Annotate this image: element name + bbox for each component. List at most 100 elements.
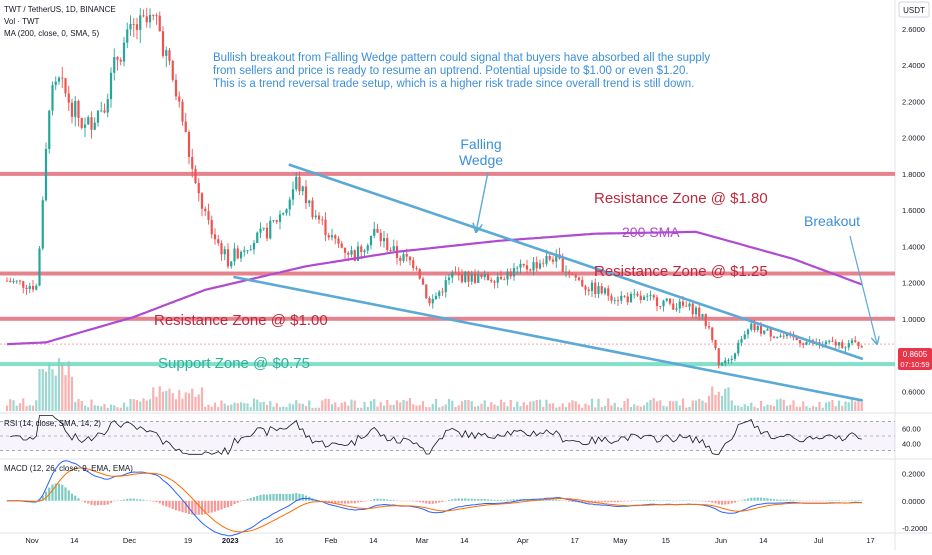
volume-bar: [106, 407, 109, 411]
candle-body: [568, 271, 571, 275]
candle-body: [61, 77, 64, 79]
macd-histogram-bar: [415, 500, 418, 502]
candle-body: [67, 93, 70, 103]
volume-bar: [379, 402, 382, 411]
volume-bar: [681, 398, 685, 411]
macd-histogram-bar: [646, 500, 649, 501]
candle-body: [545, 256, 548, 264]
candle-body: [38, 248, 41, 286]
candle-body: [356, 246, 360, 261]
volume-bar: [597, 398, 600, 411]
volume-bar: [165, 390, 168, 411]
volume-bar: [646, 402, 649, 411]
candle-body: [688, 303, 691, 307]
candle-body: [184, 121, 187, 133]
volume-bar: [278, 407, 282, 411]
candle-body: [535, 262, 538, 269]
candle-body: [470, 273, 473, 282]
candle-body: [191, 156, 194, 169]
candle-body: [532, 262, 535, 271]
volume-bar: [776, 399, 779, 411]
candle-body: [269, 220, 272, 239]
volume-bar: [340, 402, 343, 411]
volume-bar: [665, 406, 668, 411]
volume-bar: [412, 404, 415, 411]
volume-bar: [330, 404, 334, 411]
volume-bar: [382, 405, 386, 411]
volume-bar: [610, 405, 613, 411]
macd-histogram-bar: [77, 498, 80, 501]
macd-histogram-bar: [727, 500, 730, 505]
candle-body: [360, 246, 363, 253]
level-0-75: [0, 362, 895, 367]
candle-body: [675, 308, 678, 310]
candle-body: [197, 183, 200, 194]
volume-bar: [772, 406, 776, 411]
candle-body: [665, 298, 668, 301]
candle-body: [685, 305, 688, 307]
candle-body: [314, 215, 317, 218]
candle-body: [334, 235, 337, 239]
volume-bar: [538, 399, 542, 411]
candle-body: [142, 15, 145, 17]
candle-body: [9, 280, 12, 283]
candle-body: [18, 280, 22, 282]
candle-body: [854, 340, 857, 343]
macd-histogram-bar: [470, 498, 473, 501]
currency-button[interactable]: [898, 1, 930, 18]
volume-bar: [158, 386, 161, 411]
volume-bar: [178, 390, 181, 411]
volume-bar: [818, 401, 821, 411]
macd-histogram-bar: [564, 500, 568, 502]
macd-histogram-bar: [340, 500, 343, 504]
volume-bar: [116, 407, 119, 411]
volume-bar: [600, 406, 603, 411]
volume-bar: [447, 398, 451, 411]
volume-bar: [194, 396, 197, 411]
volume-bar: [756, 407, 759, 411]
volume-bar: [100, 406, 103, 411]
candle-body: [54, 81, 57, 86]
volume-bar: [720, 395, 724, 411]
volume-bar: [113, 405, 116, 411]
volume-bar: [31, 405, 35, 411]
candle-body: [841, 342, 844, 349]
candle-body: [759, 325, 763, 334]
candle-body: [626, 296, 629, 303]
candle-body: [187, 132, 191, 157]
candle-body: [438, 291, 441, 297]
price-tick-label: 1.0000: [902, 315, 925, 324]
candle-body: [850, 340, 854, 344]
macd-histogram-bar: [197, 500, 200, 515]
time-tick-label: 19: [184, 536, 192, 545]
candle-body: [321, 219, 324, 221]
volume-bar: [743, 404, 746, 411]
candle-body: [295, 176, 298, 190]
macd-histogram-bar: [499, 499, 503, 501]
volume-bar: [48, 363, 51, 411]
volume-bar: [213, 402, 217, 411]
macd-histogram-bar: [295, 493, 298, 501]
volume-bar: [746, 406, 750, 411]
volume-bar: [493, 404, 496, 411]
candle-body: [441, 291, 444, 293]
falling-wedge-lines: [233, 163, 864, 402]
volume-bar: [35, 400, 38, 411]
volume-bar: [28, 405, 31, 411]
candle-body: [480, 274, 483, 278]
candle-body: [129, 24, 132, 30]
candle-body: [782, 335, 785, 337]
falling-wedge-label-2: Wedge: [459, 152, 503, 168]
candle-body: [220, 243, 223, 255]
candle-body: [350, 250, 353, 255]
price-tick-label: 0.6000: [902, 387, 925, 396]
volume-bar: [506, 406, 509, 411]
candle-body: [31, 285, 35, 290]
candle-body: [464, 271, 467, 282]
macd-histogram-bar: [467, 498, 470, 501]
candle-body: [616, 299, 620, 301]
volume-bar: [850, 398, 854, 411]
candle-body: [779, 335, 782, 337]
macd-histogram-bar: [161, 500, 165, 506]
